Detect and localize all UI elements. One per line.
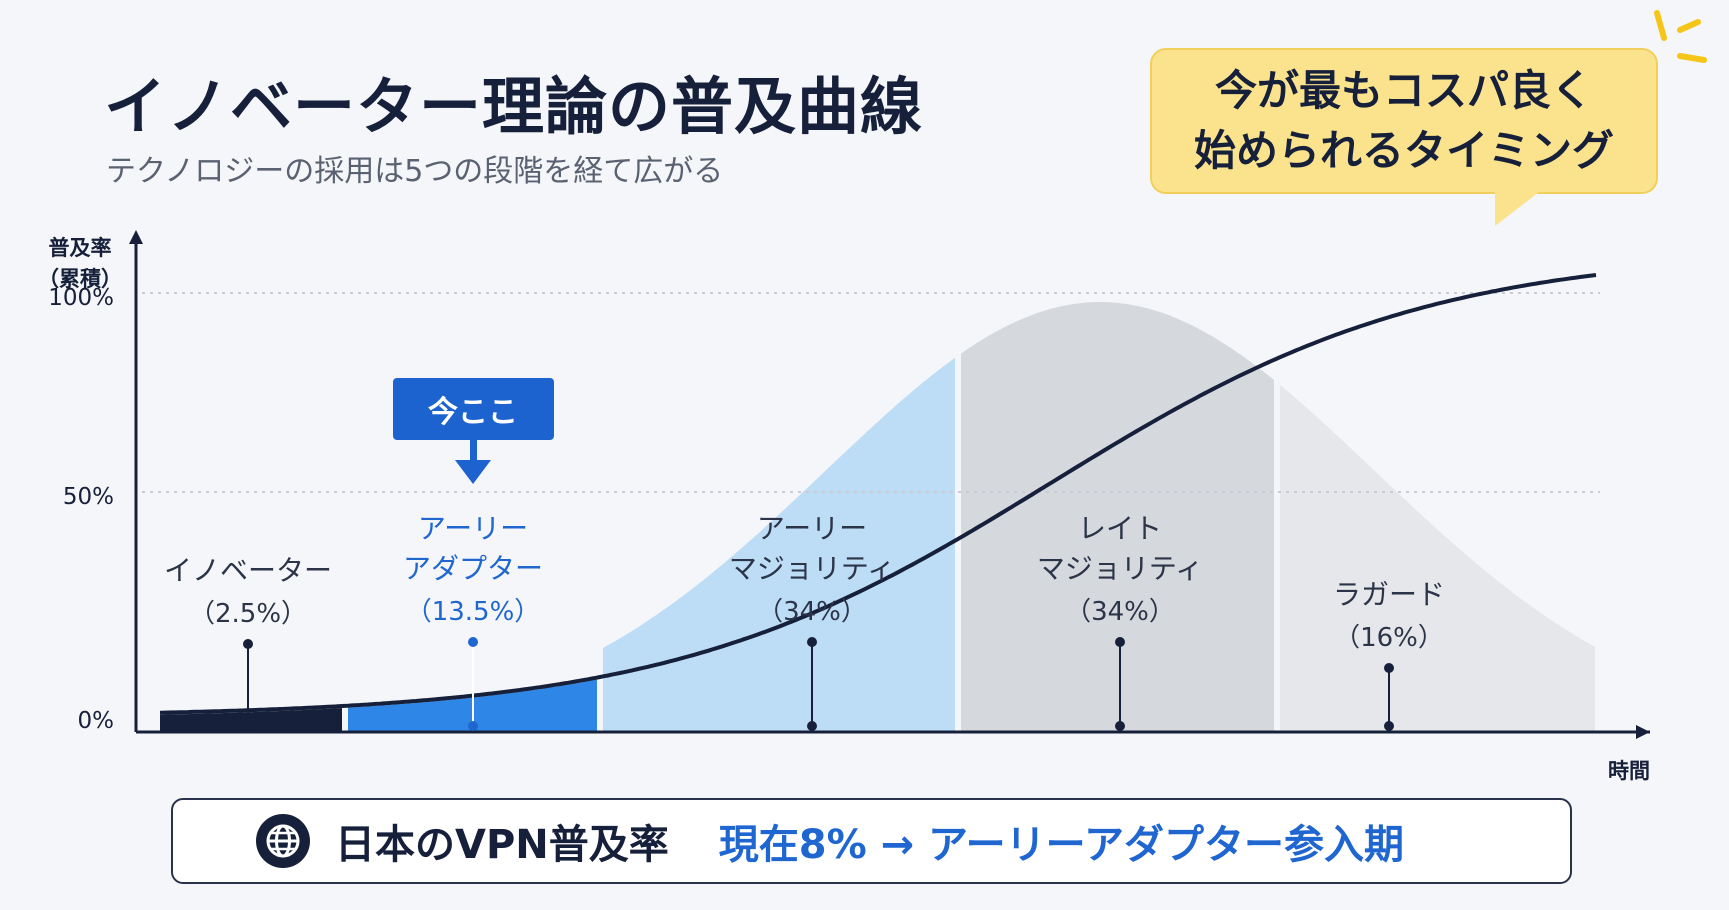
status-banner: 日本のVPN普及率 現在8% → アーリーアダプター参入期	[171, 798, 1572, 884]
y-tick-label: 100%	[48, 285, 114, 311]
y-axis-arrow	[129, 230, 143, 244]
current-marker-label: 今ここ	[428, 395, 518, 430]
segment-pin-top	[1115, 637, 1125, 647]
segment-area-5	[1280, 384, 1595, 732]
segment-pin-base	[243, 721, 253, 731]
current-marker-arrow	[455, 460, 491, 484]
segment-pin-top	[243, 639, 253, 649]
segment-pin-top	[807, 637, 817, 647]
segment-pin-base	[807, 721, 817, 731]
callout-line-2: 始められるタイミング	[1193, 126, 1614, 175]
segment-area-3	[603, 357, 955, 732]
segment-area-1	[160, 708, 342, 732]
globe-icon	[256, 814, 310, 868]
banner-status: 現在8% → アーリーアダプター参入期	[718, 822, 1405, 868]
page-subtitle: テクノロジーの採用は5つの段階を経て広がる	[106, 154, 724, 189]
x-axis-label: 時間	[1608, 759, 1650, 783]
segment-label: アーリー	[757, 512, 867, 545]
y-tick-label: 0%	[78, 708, 115, 734]
banner-label: 日本のVPN普及率	[335, 822, 669, 868]
segment-label: アーリー	[418, 512, 528, 545]
segment-label-sub: マジョリティ	[1037, 552, 1203, 585]
segment-pin-base	[468, 721, 478, 731]
segment-area-4	[961, 302, 1274, 732]
y-tick-label: 50%	[63, 484, 114, 510]
segment-pin-base	[1115, 721, 1125, 731]
segment-share-label: （34%）	[1065, 597, 1175, 627]
callout-tail	[1495, 192, 1539, 226]
segment-pin-base	[1384, 721, 1394, 731]
adoption-chart: 普及率 （累積） 時間 100% 50% 0% イノベーター （2.5%） アーリーアダプター （…	[38, 230, 1650, 783]
segment-pin-top	[468, 637, 478, 647]
segment-pin-top	[1384, 663, 1394, 673]
segment-share-label: （13.5%）	[406, 597, 541, 627]
segment-share-label: （34%）	[757, 597, 867, 627]
cumulative-curve	[159, 273, 1597, 715]
page-title: イノベーター理論の普及曲線	[104, 70, 924, 143]
segment-label-sub: マジョリティ	[729, 552, 895, 585]
segment-label: ラガード	[1333, 578, 1445, 611]
callout-bubble: 今が最もコスパ良く 始められるタイミング	[1150, 48, 1658, 194]
segment-label-sub: アダプター	[403, 552, 543, 585]
segment-label: イノベーター	[164, 554, 332, 587]
x-axis-arrow	[1636, 725, 1650, 739]
y-axis-label-sub: （累積）	[38, 267, 122, 291]
segment-share-label: （16%）	[1334, 623, 1444, 653]
segment-label: レイト	[1078, 512, 1162, 545]
sparkle-icon	[1654, 10, 1707, 63]
callout-line-1: 今が最もコスパ良く	[1214, 66, 1593, 115]
y-axis-label: 普及率	[49, 236, 112, 260]
current-marker-box	[393, 378, 554, 440]
segment-share-label: （2.5%）	[189, 599, 307, 629]
current-marker-stem	[470, 440, 477, 462]
